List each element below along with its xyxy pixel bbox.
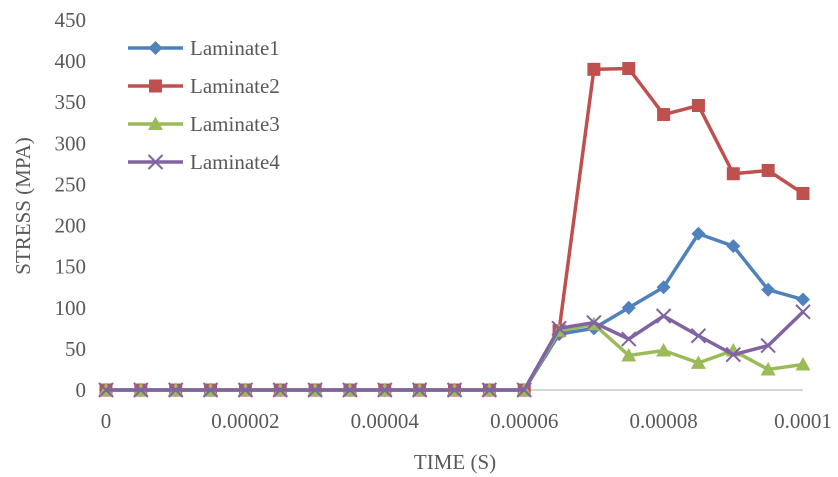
- y-tick-label: 350: [55, 90, 87, 114]
- x-tick-label: 0.0001: [774, 409, 832, 433]
- y-tick-label: 0: [76, 378, 87, 402]
- y-tick-label: 300: [55, 131, 87, 155]
- y-axis-title: STRESS (MPA): [11, 137, 35, 275]
- data-point: [691, 99, 705, 113]
- y-tick-label: 200: [55, 214, 87, 238]
- legend-marker: [148, 41, 163, 55]
- y-tick-label: 250: [55, 172, 87, 196]
- data-point: [342, 382, 358, 398]
- data-point: [760, 337, 776, 354]
- x-tick-label: 0.00004: [351, 409, 420, 433]
- data-point: [481, 382, 498, 398]
- data-point: [761, 282, 776, 297]
- y-tick-label: 450: [55, 8, 87, 32]
- y-tick-label: 400: [55, 49, 87, 73]
- data-point: [690, 355, 706, 369]
- y-tick-labels: 0 50 100 150 200 250 300 350 400 450: [55, 8, 87, 402]
- legend-entry: Laminate2: [128, 74, 280, 98]
- legend-marker: [149, 79, 162, 93]
- data-point: [796, 186, 810, 200]
- x-tick-label: 0.00002: [211, 409, 279, 433]
- x-tick-labels: 0 0.00002 0.00004 0.00006 0.00008 0.0001: [101, 409, 832, 433]
- legend-marker: [147, 154, 164, 170]
- legend-label: Laminate1: [190, 36, 280, 60]
- data-point: [796, 292, 810, 307]
- x-tick-label: 0.00006: [490, 409, 558, 433]
- data-point: [725, 346, 742, 363]
- data-point: [621, 347, 637, 362]
- series: [98, 62, 811, 398]
- legend-entry: Laminate3: [128, 112, 280, 136]
- data-point: [690, 328, 707, 344]
- x-tick-label: 0: [101, 409, 112, 433]
- data-point: [726, 239, 741, 254]
- legend-label: Laminate4: [190, 150, 280, 174]
- y-tick-label: 100: [55, 296, 87, 320]
- data-point: [586, 314, 602, 331]
- data-point: [621, 331, 637, 347]
- data-point: [691, 226, 706, 241]
- data-point: [621, 300, 636, 315]
- data-point: [133, 382, 149, 398]
- legend-entry: Laminate1: [128, 36, 280, 60]
- series-laminate4: [98, 304, 811, 398]
- data-point: [377, 382, 393, 398]
- data-point: [272, 382, 288, 398]
- data-point: [202, 382, 219, 398]
- data-point: [551, 320, 567, 337]
- data-point: [761, 163, 775, 177]
- x-axis-title: TIME (S): [414, 450, 496, 474]
- data-point: [446, 382, 463, 398]
- data-point: [98, 382, 114, 398]
- legend: Laminate1 Laminate2 Laminate3 Laminate4: [128, 36, 280, 174]
- data-point: [656, 280, 671, 295]
- data-point: [656, 343, 672, 357]
- data-point: [760, 361, 776, 376]
- data-point: [726, 167, 740, 181]
- data-point: [622, 62, 636, 76]
- legend-label: Laminate3: [190, 112, 280, 136]
- x-tick-label: 0.00008: [629, 409, 697, 433]
- data-point: [795, 357, 811, 371]
- y-tick-label: 150: [55, 255, 87, 279]
- data-point: [167, 382, 184, 398]
- data-point: [587, 62, 601, 76]
- data-point: [307, 382, 323, 398]
- y-tick-label: 50: [65, 337, 86, 361]
- data-point: [411, 382, 428, 398]
- data-point: [237, 382, 254, 398]
- data-point: [657, 108, 671, 122]
- series-laminate1: [99, 226, 810, 397]
- series-line: [106, 310, 805, 392]
- data-point: [516, 382, 532, 398]
- legend-entry: Laminate4: [128, 150, 280, 174]
- legend-label: Laminate2: [190, 74, 280, 98]
- legend-marker: [148, 116, 163, 130]
- data-point: [795, 304, 811, 320]
- data-point: [655, 308, 672, 324]
